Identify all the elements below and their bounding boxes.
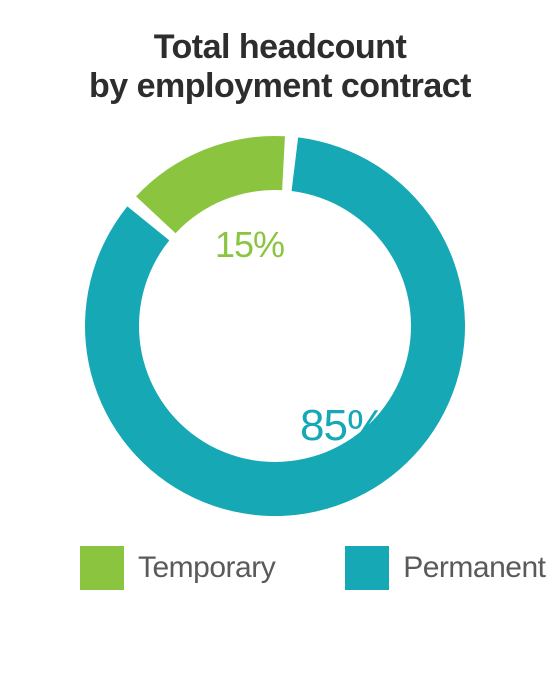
value-label-permanent: 85% [300,401,385,451]
legend-swatch-permanent [345,546,389,590]
donut-slice-temporary [136,136,285,233]
legend-item-permanent: Permanent [345,546,545,590]
legend-item-temporary: Temporary [80,546,275,590]
value-label-temporary: 15% [215,224,284,266]
legend: Temporary Permanent [0,546,560,590]
legend-label-permanent: Permanent [403,551,545,585]
chart-title-line1: Total headcount [0,28,560,67]
legend-label-temporary: Temporary [138,551,275,585]
chart-title: Total headcount by employment contract [0,0,560,106]
legend-swatch-temporary [80,546,124,590]
chart-title-line2: by employment contract [0,67,560,106]
donut-chart: 85% 15% [0,106,560,546]
donut-svg [0,106,560,546]
